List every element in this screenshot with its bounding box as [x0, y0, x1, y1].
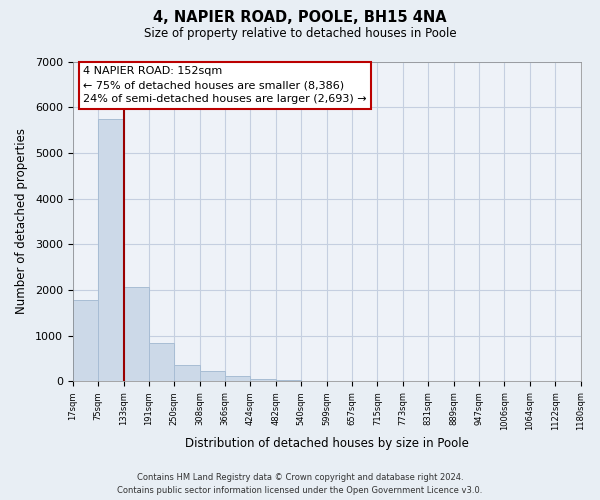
X-axis label: Distribution of detached houses by size in Poole: Distribution of detached houses by size …	[185, 437, 469, 450]
Text: 4 NAPIER ROAD: 152sqm
← 75% of detached houses are smaller (8,386)
24% of semi-d: 4 NAPIER ROAD: 152sqm ← 75% of detached …	[83, 66, 367, 104]
Bar	[175, 365, 200, 382]
Bar	[149, 343, 175, 382]
Bar	[276, 380, 301, 382]
Bar	[250, 378, 276, 382]
Text: Contains HM Land Registry data © Crown copyright and database right 2024.
Contai: Contains HM Land Registry data © Crown c…	[118, 474, 482, 495]
Text: 4, NAPIER ROAD, POOLE, BH15 4NA: 4, NAPIER ROAD, POOLE, BH15 4NA	[153, 10, 447, 25]
Bar	[200, 371, 225, 382]
Bar	[124, 287, 149, 382]
Bar	[73, 300, 98, 382]
Text: Size of property relative to detached houses in Poole: Size of property relative to detached ho…	[143, 28, 457, 40]
Bar	[98, 118, 124, 382]
Bar	[225, 376, 250, 382]
Y-axis label: Number of detached properties: Number of detached properties	[15, 128, 28, 314]
